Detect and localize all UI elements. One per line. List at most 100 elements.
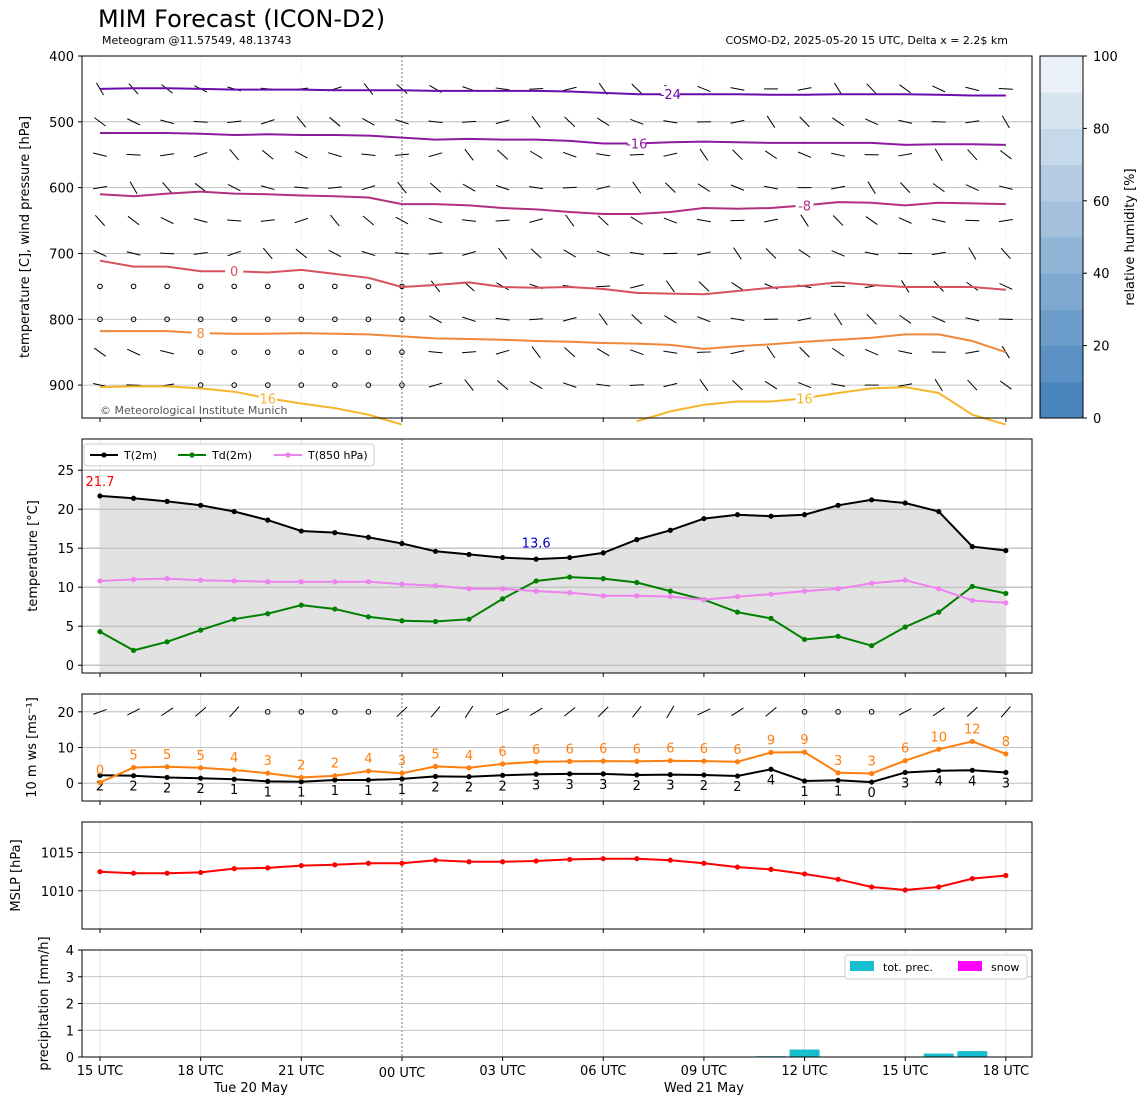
data-point	[298, 528, 304, 534]
wind-barb	[864, 251, 879, 256]
y-tick-label: 0	[66, 1051, 74, 1066]
data-point	[1003, 872, 1009, 879]
data-point	[198, 577, 204, 583]
wind-barb	[1000, 247, 1011, 259]
data-point	[936, 746, 942, 752]
data-point	[164, 639, 170, 645]
data-point	[164, 498, 170, 504]
data-label: 3	[901, 776, 909, 791]
data-label: 2	[331, 757, 339, 772]
wind-barb	[632, 706, 642, 718]
data-point	[466, 586, 472, 592]
wind-barb	[699, 148, 709, 161]
data-point	[902, 758, 908, 764]
y-axis-label: temperature [°C]	[26, 500, 41, 612]
wind-barb	[998, 88, 1013, 90]
wind-barb	[396, 83, 408, 94]
y-axis-label: MSLP [hPa]	[9, 839, 24, 911]
wind-barb	[666, 705, 675, 719]
data-point	[667, 758, 673, 764]
data-point	[567, 554, 573, 561]
location-subtitle: Meteogram @11.57549, 48.13743	[102, 34, 292, 47]
calm-wind-marker	[332, 316, 338, 323]
isotherm-label: -16	[626, 138, 647, 153]
wind-barb	[294, 150, 308, 159]
legend-swatch	[958, 961, 982, 971]
data-point	[332, 862, 338, 868]
wind-barb	[227, 184, 241, 192]
data-point	[902, 887, 908, 893]
data-point	[600, 550, 606, 556]
data-point	[667, 857, 673, 863]
isotherm-line	[100, 330, 1007, 354]
wind-barb	[931, 251, 946, 256]
wind-barb	[833, 313, 843, 326]
wind-barb	[866, 313, 877, 325]
wind-barb	[127, 118, 141, 126]
data-point	[298, 774, 304, 781]
data-label: 4	[767, 773, 775, 788]
data-label: 3	[834, 754, 842, 769]
wind-barb	[296, 116, 307, 128]
y-tick-label: 0	[66, 777, 74, 792]
wind-barb	[766, 115, 776, 128]
wind-barb	[630, 118, 644, 125]
y-tick-label: 600	[49, 182, 74, 197]
data-point	[600, 771, 606, 777]
data-point	[500, 772, 506, 778]
calm-wind-marker	[197, 283, 204, 290]
wind-barb	[229, 149, 240, 161]
isotherm-label-bg	[661, 86, 680, 102]
data-label: 3	[398, 754, 406, 769]
wind-barb	[531, 346, 541, 359]
calm-wind-marker	[801, 709, 808, 715]
wind-barb	[361, 250, 376, 256]
data-point	[567, 574, 573, 580]
extreme-label: 21.7	[86, 475, 115, 490]
wind-barb	[696, 218, 711, 223]
data-point	[1003, 600, 1009, 606]
colorbar-segment	[1040, 309, 1083, 347]
data-point	[734, 759, 741, 765]
y-tick-label: 5	[66, 620, 74, 635]
isotherm-label: -24	[660, 88, 681, 103]
data-point	[432, 773, 439, 779]
data-point	[365, 860, 371, 866]
isotherm-line	[99, 87, 1006, 97]
wind-barb	[93, 152, 107, 157]
wind-barb	[966, 706, 978, 717]
calm-wind-marker	[399, 349, 405, 355]
wind-barb	[531, 115, 541, 128]
calm-wind-marker	[332, 349, 338, 355]
wind-barb	[598, 313, 608, 326]
colorbar-segment	[1040, 92, 1083, 129]
wind-barb	[965, 120, 980, 124]
data-point	[936, 884, 942, 890]
precip-bar	[923, 1053, 954, 1057]
data-point	[969, 767, 975, 773]
wind-barb	[596, 153, 611, 157]
data-label: 2	[633, 779, 641, 794]
data-point	[97, 629, 103, 635]
data-label: 3	[264, 754, 272, 769]
data-point	[399, 581, 405, 587]
wind-barb	[597, 117, 610, 126]
series-line-2	[99, 577, 1006, 604]
data-point	[835, 770, 841, 776]
data-label: 1	[364, 784, 372, 799]
legend-swatch	[850, 961, 874, 971]
date-label: Tue 20 May	[213, 1081, 288, 1096]
data-label: 4	[968, 774, 976, 789]
calm-wind-marker	[399, 382, 405, 388]
data-point	[332, 530, 338, 536]
data-point	[533, 556, 539, 562]
wind-barb	[195, 706, 207, 717]
data-label: 2	[96, 779, 104, 794]
wind-barb	[429, 182, 442, 193]
data-point	[936, 586, 942, 592]
calm-wind-marker	[399, 316, 405, 323]
data-point	[332, 773, 338, 779]
data-point	[600, 856, 606, 862]
wind-barb	[428, 217, 443, 224]
wind-barb	[529, 318, 544, 321]
